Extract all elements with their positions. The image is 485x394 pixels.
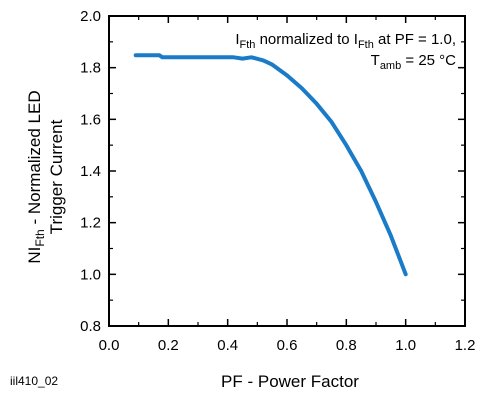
x-tick-label: 0.8	[336, 337, 357, 354]
x-tick-label: 1.2	[455, 337, 476, 354]
x-tick-label: 0.2	[158, 337, 179, 354]
x-axis-ticks: 0.0 0.2 0.4 0.6 0.8 1.0 1.2	[99, 16, 476, 354]
x-tick-label: 0.0	[99, 337, 120, 354]
x-axis-title: PF - Power Factor	[221, 372, 359, 391]
series-line	[133, 53, 408, 277]
y-tick-label: 0.8	[80, 318, 101, 335]
x-tick-label: 0.6	[277, 337, 298, 354]
y-tick-label: 1.4	[80, 163, 101, 180]
y-tick-label: 1.0	[80, 266, 101, 283]
y-axis-ticks: 0.8 1.0 1.2 1.4 1.6 1.8 2.0	[80, 8, 465, 335]
y-tick-label: 1.2	[80, 215, 101, 232]
y-tick-label: 2.0	[80, 8, 101, 25]
annotation-line-1: IFth normalized to IFth at PF = 1.0,	[235, 31, 456, 51]
y-axis-title-line-1: NIFth - Normalized LED	[25, 90, 47, 263]
x-tick-label: 1.0	[395, 337, 416, 354]
figure-id: iil410_02	[10, 374, 58, 388]
y-axis-title-line-2: Trigger Current	[47, 119, 66, 234]
y-tick-label: 1.8	[80, 60, 101, 77]
y-tick-label: 1.6	[80, 111, 101, 128]
annotation-line-2: Tamb = 25 °C	[371, 52, 457, 72]
x-tick-label: 0.4	[217, 337, 238, 354]
